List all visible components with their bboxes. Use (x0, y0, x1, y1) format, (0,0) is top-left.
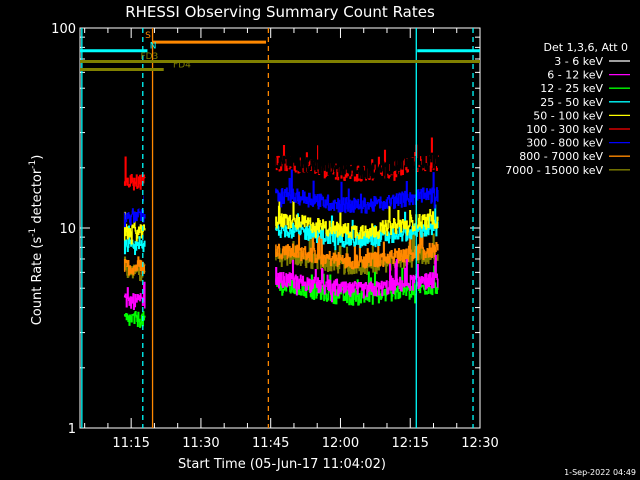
legend-label: 6 - 12 keV (547, 69, 603, 82)
y-axis-label-part2: detector (30, 168, 45, 228)
series-line-3-segB (275, 204, 439, 251)
x-tick-label: 12:00 (322, 436, 359, 451)
chart-title: RHESSI Observing Summary Count Rates (125, 3, 435, 21)
series-line-4-segB (275, 199, 439, 240)
x-tick-label: 12:30 (461, 436, 498, 451)
x-axis-label: Start Time (05-Jun-17 11:04:02) (178, 457, 386, 472)
x-tick-label: 11:45 (252, 436, 289, 451)
legend-label: 7000 - 15000 keV (505, 164, 603, 177)
legend-label: 25 - 50 keV (540, 96, 603, 109)
y-tick-label: 100 (51, 22, 76, 37)
legend-label: 12 - 25 keV (540, 82, 603, 95)
y-axis-label-part1: Count Rate (s (30, 237, 45, 326)
y-tick-label: 1 (68, 422, 76, 437)
series-line-2-segA (123, 311, 146, 328)
legend-label: 50 - 100 keV (533, 109, 603, 122)
series-line-1-segB (275, 254, 439, 303)
flag-label-s: S (145, 31, 151, 41)
legend-label: 300 - 800 keV (526, 137, 603, 150)
series-line-1-segA (123, 281, 146, 311)
y-axis-label: Count Rate (s-1 detector-1) (28, 155, 45, 326)
series-line-7-segA (123, 256, 146, 276)
legend-label: 3 - 6 keV (554, 55, 603, 68)
x-tick-label: 12:15 (391, 436, 428, 451)
x-tick-label: 11:30 (182, 436, 219, 451)
flag-label-n: N (150, 41, 157, 51)
y-axis-label-sup1: -1 (28, 228, 38, 237)
legend-label: 800 - 7000 keV (519, 150, 603, 163)
y-tick-label: 10 (59, 222, 76, 237)
series-line-3-segA (123, 225, 146, 255)
flag-label-fd3: FD3 (140, 52, 158, 62)
generation-timestamp: 1-Sep-2022 04:49 (564, 468, 636, 477)
y-axis-label-part3: ) (30, 155, 45, 160)
x-tick-label: 11:15 (112, 436, 149, 451)
series-line-0-segA (123, 194, 146, 215)
legend-title: Det 1,3,6, Att 0 (544, 41, 628, 54)
legend-label: 100 - 300 keV (526, 123, 603, 136)
series-line-5-segA (123, 156, 146, 191)
y-axis-label-sup2: -1 (28, 160, 38, 169)
series-line-6-segA (123, 195, 146, 228)
series-line-6-segB (275, 169, 439, 214)
series-line-7-segB (275, 225, 439, 270)
series-line-0-segB (275, 142, 439, 181)
flag-label-fd4: FD4 (173, 60, 191, 70)
